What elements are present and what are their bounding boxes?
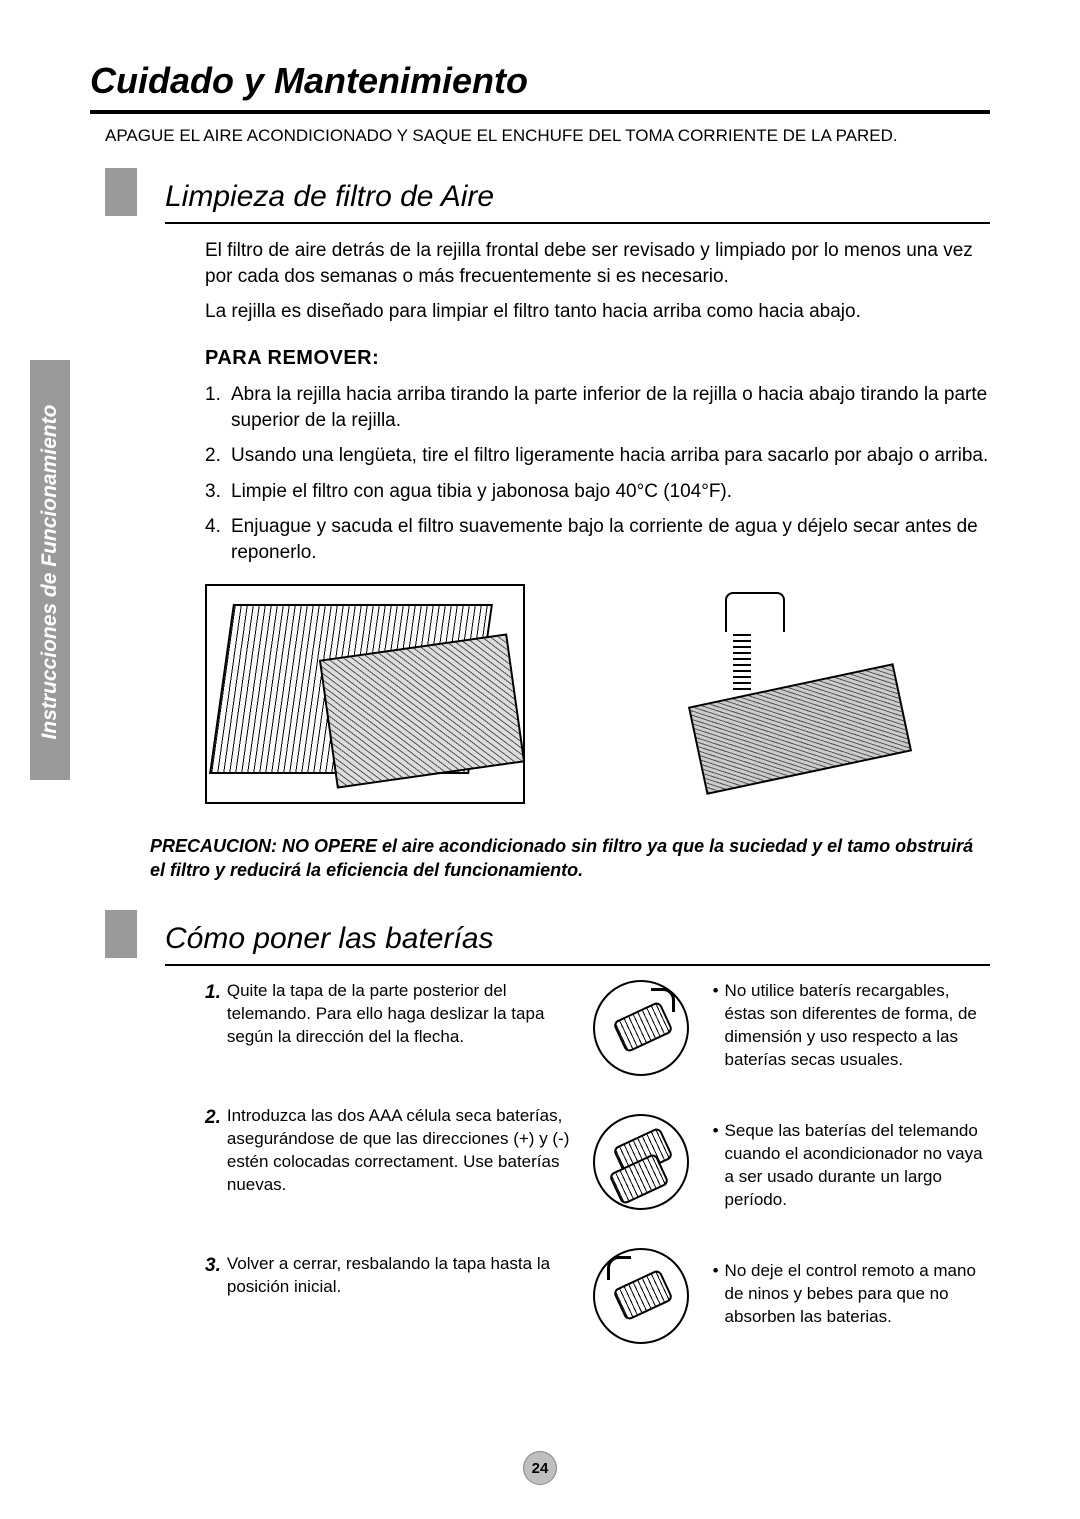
subheading-remove: PARA REMOVER: [205,345,990,372]
section-marker-icon [105,168,137,216]
figures-row [205,584,990,804]
section-marker-icon [105,910,137,958]
intro-paragraph: El filtro de aire detrás de la rejilla f… [205,238,990,289]
caution-label: PRECAUCION: [150,836,277,856]
list-text: Enjuague y sacuda el filtro suavemente b… [231,514,990,565]
remote-insert-icon [593,1114,689,1210]
page-number: 24 [523,1451,557,1485]
note-text: No utilice baterís recargables, éstas so… [725,980,990,1072]
list-text: Usando una lengüeta, tire el filtro lige… [231,443,988,469]
list-number: 3. [205,479,231,505]
bullet-icon: • [713,980,719,1072]
intro-paragraph: La rejilla es diseñado para limpiar el f… [205,299,990,325]
page-number-value: 24 [532,1460,549,1477]
figure-remove-filter [205,584,525,804]
battery-notes-column: • No utilice baterís recargables, éstas … [713,980,990,1382]
page-title: Cuidado y Mantenimiento [90,60,990,102]
section-rule [165,222,990,224]
top-warning: APAGUE EL AIRE ACONDICIONADO Y SAQUE EL … [105,126,990,146]
list-text: Limpie el filtro con agua tibia y jabono… [231,479,732,505]
note-item: • No utilice baterís recargables, éstas … [713,980,990,1072]
battery-step: 1. Quite la tapa de la parte posterior d… [205,980,575,1049]
faucet-icon [725,592,785,632]
list-number: 4. [205,514,231,565]
section-header: Cómo poner las baterías [105,910,990,958]
water-icon [733,630,751,690]
step-text: Introduzca las dos AAA célula seca bater… [227,1105,575,1197]
battery-steps-column: 1. Quite la tapa de la parte posterior d… [205,980,575,1382]
section-title: Limpieza de filtro de Aire [165,180,494,216]
step-number: 2. [205,1105,221,1197]
section-filter-cleaning: Limpieza de filtro de Aire El filtro de … [105,168,990,804]
battery-step: 2. Introduzca las dos AAA célula seca ba… [205,1105,575,1197]
list-item: 3.Limpie el filtro con agua tibia y jabo… [205,479,990,505]
bullet-icon: • [713,1260,719,1329]
side-tab: Instrucciones de Funcionamiento [30,360,70,780]
side-tab-label: Instrucciones de Funcionamiento [38,382,62,762]
note-item: • No deje el control remoto a mano de ni… [713,1260,990,1329]
batteries-body: 1. Quite la tapa de la parte posterior d… [205,980,990,1382]
list-item: 4.Enjuague y sacuda el filtro suavemente… [205,514,990,565]
section-title: Cómo poner las baterías [165,922,494,958]
arrow-arc-icon [607,1256,631,1280]
filter-wash-icon [688,663,912,795]
section-batteries: Cómo poner las baterías 1. Quite la tapa… [105,910,990,1382]
section-body: El filtro de aire detrás de la rejilla f… [205,238,990,804]
bullet-icon: • [713,1120,719,1212]
filter-panel-icon [319,633,525,788]
step-number: 3. [205,1253,221,1299]
list-number: 2. [205,443,231,469]
section-header: Limpieza de filtro de Aire [105,168,990,216]
step-number: 1. [205,980,221,1049]
step-text: Quite la tapa de la parte posterior del … [227,980,575,1049]
remote-open-icon [593,980,689,1076]
list-item: 1.Abra la rejilla hacia arriba tirando l… [205,382,990,433]
figure-wash-filter [615,584,935,804]
note-text: No deje el control remoto a mano de nino… [725,1260,990,1329]
section-rule [165,964,990,966]
step-text: Volver a cerrar, resbalando la tapa hast… [227,1253,575,1299]
battery-icons-column [593,980,695,1382]
list-text: Abra la rejilla hacia arriba tirando la … [231,382,990,433]
list-item: 2.Usando una lengüeta, tire el filtro li… [205,443,990,469]
title-rule [90,110,990,114]
battery-step: 3. Volver a cerrar, resbalando la tapa h… [205,1253,575,1299]
caution-note: PRECAUCION: NO OPERE el aire acondiciona… [150,834,990,883]
list-number: 1. [205,382,231,433]
note-text: Seque las baterías del telemando cuando … [725,1120,990,1212]
remote-close-icon [593,1248,689,1344]
note-item: • Seque las baterías del telemando cuand… [713,1120,990,1212]
remove-steps-list: 1.Abra la rejilla hacia arriba tirando l… [205,382,990,566]
